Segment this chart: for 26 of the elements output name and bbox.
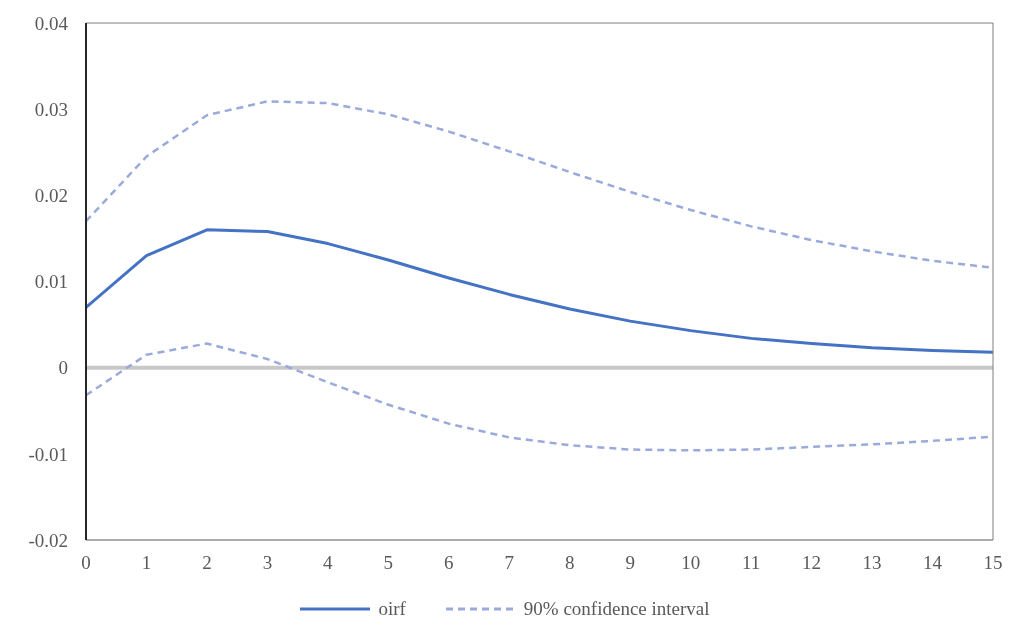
x-tick-label: 6 <box>444 552 454 574</box>
y-tick-label: 0.04 <box>34 12 69 34</box>
x-tick-label: 1 <box>141 552 152 574</box>
x-tick-label: 7 <box>504 552 515 574</box>
y-tick-label: 0 <box>58 357 68 379</box>
x-tick-label: 9 <box>625 552 635 574</box>
y-tick-label: -0.02 <box>28 529 68 551</box>
y-tick-label: 0.02 <box>34 185 68 207</box>
x-tick-label: 4 <box>323 552 334 574</box>
line-series <box>86 228 993 354</box>
legend-label: oirf <box>378 598 406 620</box>
x-tick-label: 5 <box>383 552 394 574</box>
y-tick-label: 0.03 <box>34 98 68 120</box>
x-tick-label: 14 <box>923 552 943 574</box>
x-tick-label: 12 <box>802 552 822 574</box>
y-tick-label: -0.01 <box>28 443 68 465</box>
x-tick-label: 10 <box>681 552 701 574</box>
legend-label: 90% confidence interval <box>523 598 710 620</box>
y-tick-label: 0.01 <box>34 271 68 293</box>
x-tick-label: 0 <box>81 552 91 574</box>
x-tick-label: 11 <box>741 552 761 574</box>
x-tick-label: 2 <box>202 552 212 574</box>
x-tick-label: 13 <box>862 552 882 574</box>
x-tick-label: 3 <box>262 552 273 574</box>
x-tick-label: 8 <box>564 552 575 574</box>
x-tick-label: 15 <box>983 552 1003 574</box>
